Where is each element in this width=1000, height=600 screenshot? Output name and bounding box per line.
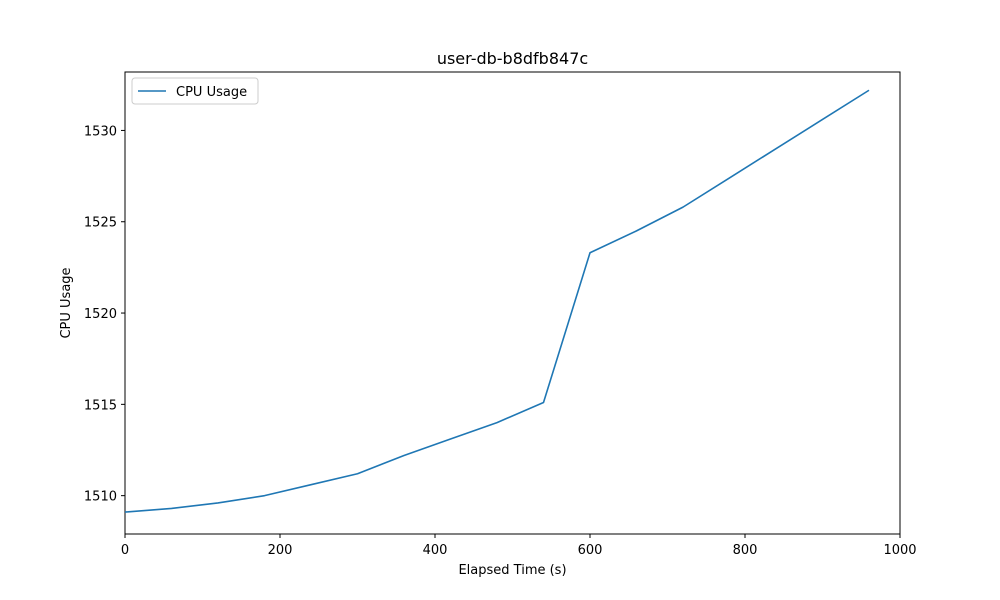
series-layer: [124, 89, 870, 513]
series-line-cpu-usage: [124, 89, 870, 513]
legend: CPU Usage: [131, 77, 259, 105]
axis-ticks: 0 200 400 600 800 1000 1510 1515 1520 1525 1530: [84, 124, 917, 558]
chart-title: user-db-b8dfb847c: [437, 49, 588, 68]
plot-area: [124, 71, 901, 535]
x-tick-label: 200: [268, 543, 293, 558]
y-tick-label: 1525: [84, 216, 117, 231]
x-tick-label: 600: [578, 543, 603, 558]
y-tick-label: 1510: [84, 490, 117, 505]
plot-frame: [124, 71, 901, 535]
x-tick-label: 400: [423, 543, 448, 558]
x-tick-label: 1000: [883, 543, 916, 558]
y-tick-label: 1530: [84, 124, 117, 139]
y-axis-label: CPU Usage: [59, 267, 74, 338]
y-tick-label: 1515: [84, 398, 117, 413]
x-tick-label: 0: [121, 543, 129, 558]
x-axis-label: Elapsed Time (s): [458, 563, 566, 578]
y-tick-label: 1520: [84, 307, 117, 322]
x-tick-label: 800: [733, 543, 758, 558]
legend-box: [131, 77, 259, 105]
legend-label: CPU Usage: [176, 85, 247, 100]
